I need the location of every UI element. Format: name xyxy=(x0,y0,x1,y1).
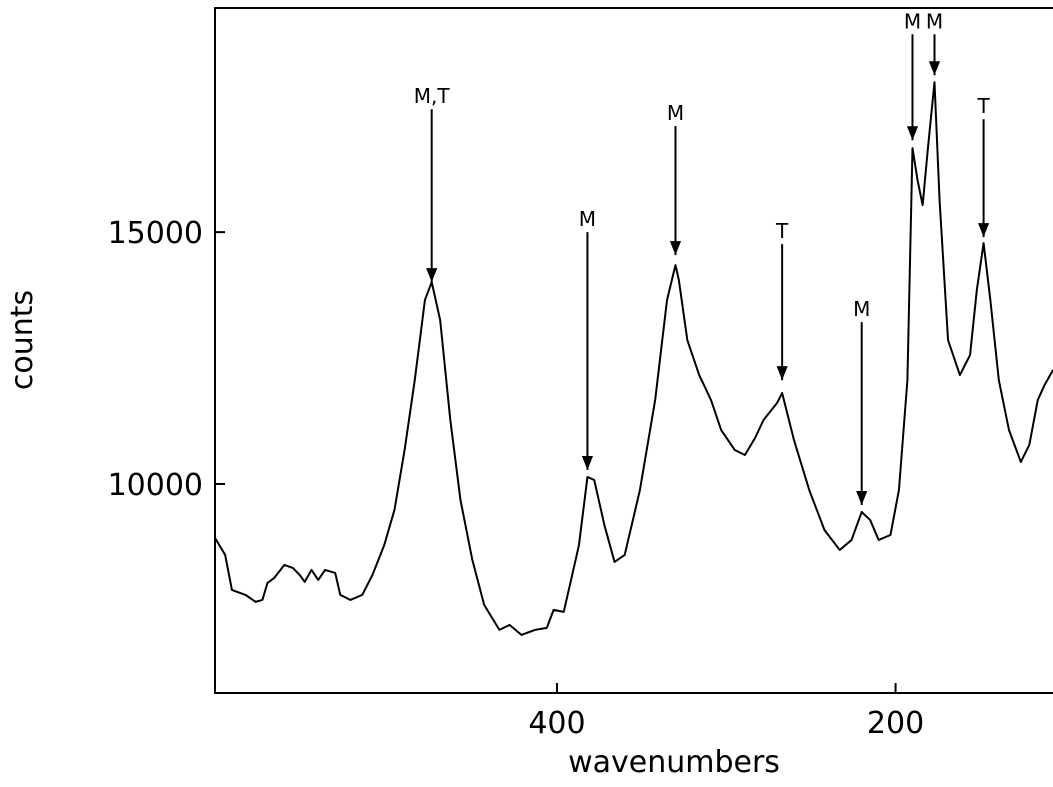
annotation-label: M,T xyxy=(414,84,451,108)
annotation-label: M xyxy=(667,101,684,125)
x-tick-label: 400 xyxy=(528,706,585,741)
y-tick-label: 15000 xyxy=(108,216,203,251)
annotation-label: M xyxy=(853,297,870,321)
spectrum-line xyxy=(214,81,1053,636)
annotation-label: M xyxy=(904,9,921,33)
annotation-label: T xyxy=(976,94,990,118)
annotation-label: M xyxy=(926,9,943,33)
plot-frame xyxy=(214,7,1053,694)
y-axis-label: counts xyxy=(5,290,40,390)
x-tick-label: 200 xyxy=(867,706,924,741)
x-axis-label: wavenumbers xyxy=(568,745,780,780)
y-tick-label: 10000 xyxy=(108,468,203,503)
annotation-label: T xyxy=(775,219,789,243)
annotation-label: M xyxy=(579,207,596,231)
